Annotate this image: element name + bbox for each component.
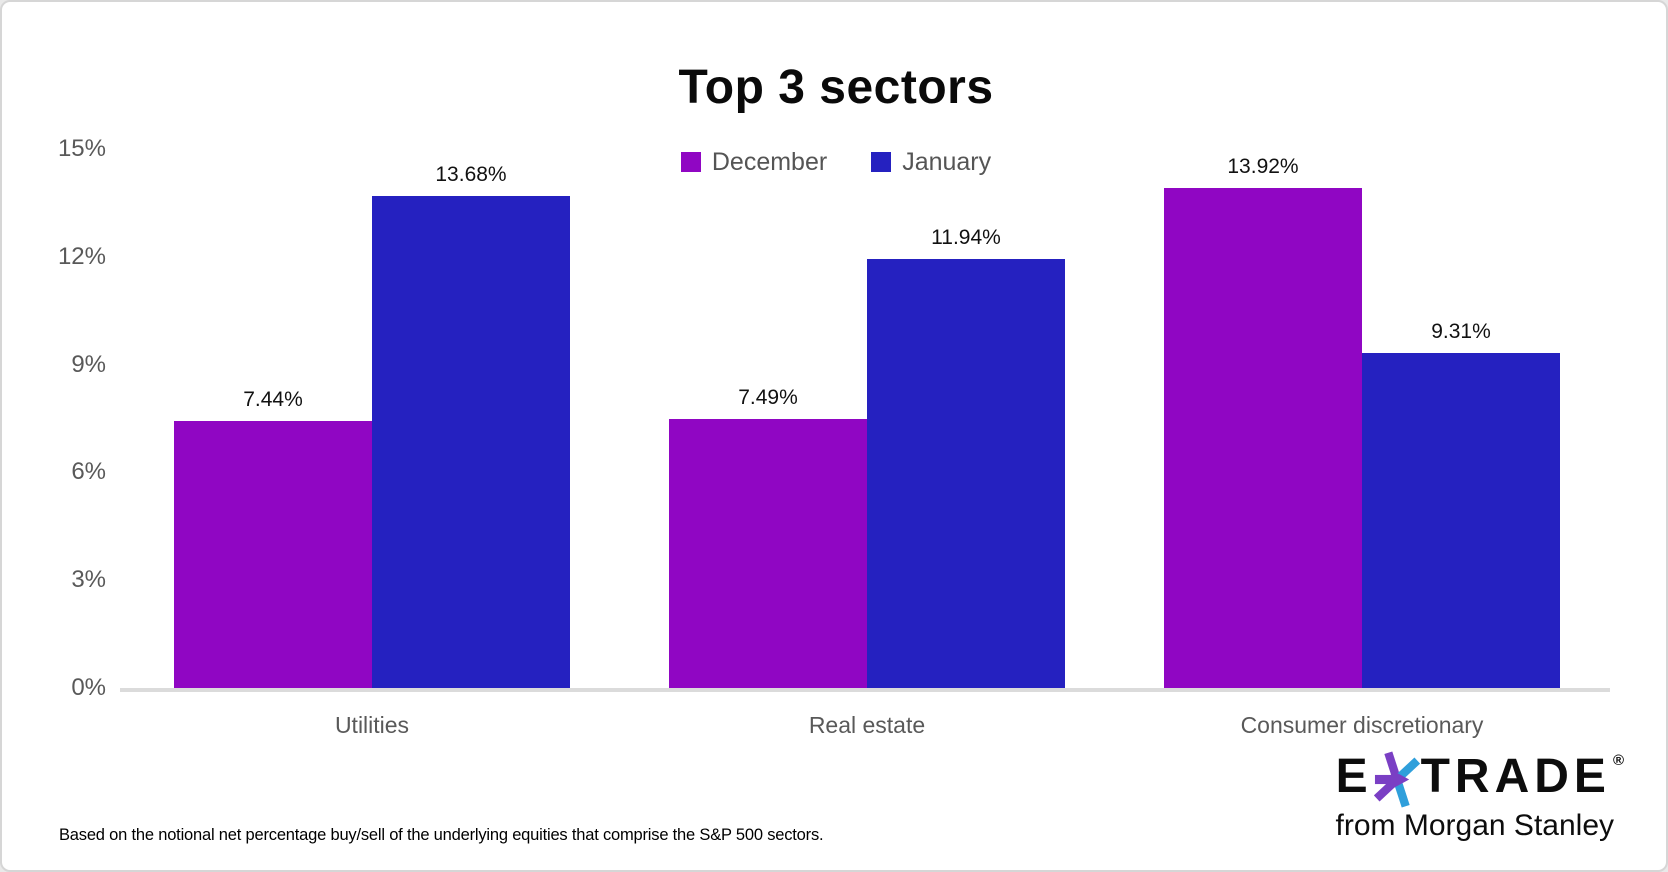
bar-january-consumer-discretionary (1362, 353, 1560, 688)
footnote: Based on the notional net percentage buy… (59, 826, 824, 844)
y-tick-label: 0% (71, 674, 106, 701)
legend-label: January (902, 147, 992, 176)
bar-december-consumer-discretionary (1164, 188, 1362, 688)
bar-january-real-estate (867, 259, 1065, 688)
etrade-asterisk-icon (1373, 751, 1420, 808)
bar-value-label: 7.44% (243, 388, 303, 411)
registered-trademark-symbol: ® (1612, 752, 1624, 769)
chart-title: Top 3 sectors (678, 61, 994, 114)
bar-december-real-estate (669, 419, 867, 688)
etrade-wordmark-trade: TRADE (1420, 749, 1611, 803)
y-tick-label: 9% (71, 350, 106, 378)
etrade-wordmark: E TRADE ® (1335, 748, 1624, 808)
legend-item-december: December (680, 147, 828, 177)
x-axis-baseline (120, 688, 1610, 692)
y-tick-label: 12% (57, 242, 106, 270)
bar-value-label: 13.68% (435, 163, 507, 186)
etrade-logo: E TRADE ® from Morgan Stanley (1335, 748, 1624, 843)
chart-legend: December January (2, 146, 1666, 178)
bar-december-utilities (174, 421, 372, 688)
x-category-label-utilities: Utilities (334, 712, 410, 738)
x-category-label-consumer-discretionary: Consumer discretionary (1240, 712, 1484, 738)
etrade-wordmark-e: E (1335, 749, 1373, 803)
bar-value-label: 11.94% (931, 226, 1001, 249)
legend-swatch-january (871, 152, 892, 172)
legend-item-january: January (871, 148, 991, 177)
y-tick-label: 6% (71, 458, 106, 486)
bar-value-label: 13.92% (1227, 155, 1299, 178)
x-category-label-real-estate: Real estate (808, 712, 926, 738)
y-tick-label: 15% (57, 135, 106, 163)
y-tick-label: 3% (71, 566, 106, 594)
legend-swatch-december (680, 152, 701, 172)
legend-label: December (711, 147, 828, 176)
bar-january-utilities (372, 196, 570, 688)
etrade-tagline: from Morgan Stanley (1335, 809, 1614, 842)
bar-value-label: 7.49% (738, 386, 798, 409)
bar-value-label: 9.31% (1431, 320, 1491, 343)
